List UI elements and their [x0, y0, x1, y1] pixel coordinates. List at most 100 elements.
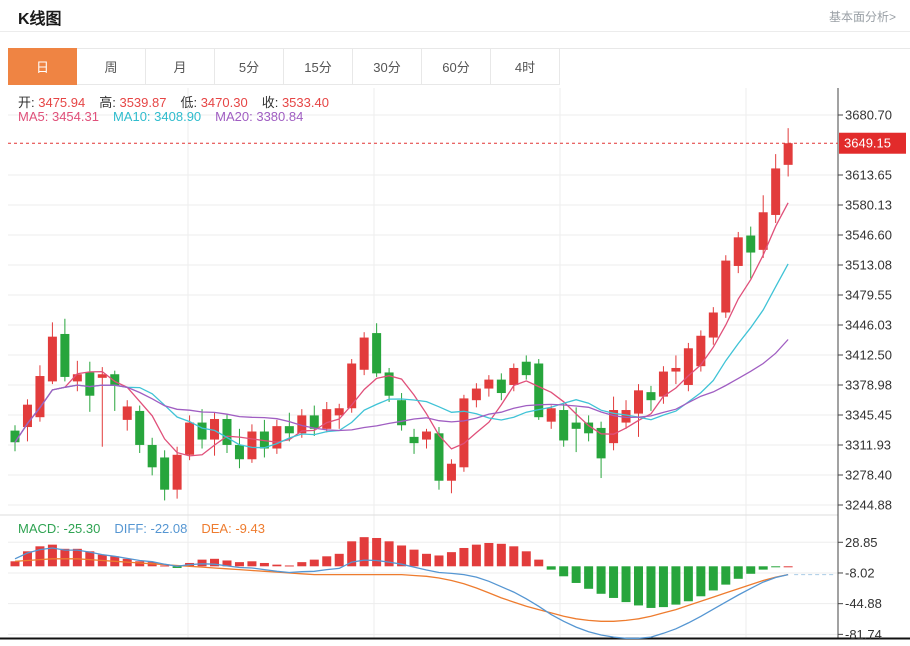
macd-bar [521, 551, 531, 567]
macd-bar [210, 558, 220, 567]
candle-body [85, 372, 95, 396]
macd-bar [708, 566, 718, 591]
candle-body [546, 408, 556, 422]
tab-period-5[interactable]: 30分 [353, 48, 422, 85]
macd-bar [35, 546, 45, 567]
info-pair: 低: 3470.30 [180, 95, 248, 110]
candle-body [47, 336, 57, 382]
y-axis-label: 3311.93 [845, 437, 891, 452]
candle-body [247, 431, 257, 460]
macd-bar [47, 544, 57, 567]
candle-body [309, 415, 319, 429]
macd-bar [222, 560, 232, 567]
candle-body [97, 374, 107, 378]
macd-bar [634, 566, 643, 606]
info-pair: MACD: -25.30 [18, 521, 101, 536]
macd-bar [409, 549, 419, 567]
macd-axis-label: -44.88 [845, 596, 882, 611]
fundamental-analysis-link[interactable]: 基本面分析> [828, 10, 896, 24]
tab-period-3[interactable]: 5分 [215, 48, 284, 85]
chart-area: 3680.70 3613.65 3580.13 3546.60 3513.08 3479.… [0, 88, 910, 646]
macd-bar [322, 556, 332, 567]
candle-body [708, 312, 718, 338]
macd-bar [696, 566, 706, 597]
macd-bar [160, 565, 170, 567]
candle-body [571, 422, 581, 429]
kline-chart[interactable]: 3680.70 3613.65 3580.13 3546.60 3513.08 3479.… [0, 88, 910, 646]
ohlc-info: 开: 3475.94 高: 3539.87 低: 3470.30 收: 3533.40 [18, 92, 343, 111]
period-tabbar: 日周月 5分 15分 30分 60分 4时 [0, 48, 910, 86]
macd-bar [10, 561, 20, 567]
macd-bar [284, 565, 294, 567]
candle-body [409, 436, 419, 444]
info-pair: MA20: 3380.84 [215, 109, 304, 124]
ma10-line [14, 263, 789, 449]
macd-bar [621, 566, 631, 603]
macd-bar [247, 561, 257, 567]
candle-body [783, 143, 793, 165]
macd-bar [509, 546, 519, 567]
candle-body [185, 422, 195, 455]
tab-period-4[interactable]: 15分 [284, 48, 353, 85]
y-axis-label: 3513.08 [845, 257, 892, 272]
candle-body [758, 212, 768, 250]
tabbar-filler [560, 48, 910, 86]
macd-bar [534, 559, 544, 567]
macd-bar [683, 566, 693, 602]
tab-period-7[interactable]: 4时 [491, 48, 560, 85]
candle-body [621, 410, 631, 423]
y-axis-label: 3680.70 [845, 108, 892, 123]
candle-body [584, 422, 594, 434]
info-pair: DEA: -9.43 [201, 521, 265, 536]
tab-period-6[interactable]: 60分 [422, 48, 491, 85]
macd-axis-label: -81.74 [845, 627, 882, 642]
macd-bar [259, 562, 269, 567]
macd-bar [85, 551, 95, 567]
y-axis-label: 3613.65 [845, 168, 892, 183]
candle-body [509, 367, 519, 385]
candle-body [609, 410, 619, 444]
candle-body [110, 374, 120, 386]
candle-body [222, 418, 232, 445]
dea-line [14, 558, 789, 622]
macd-bar [584, 566, 594, 589]
candle-body [771, 168, 781, 215]
macd-bar [234, 562, 244, 567]
info-pair: 收: 3533.40 [261, 95, 329, 110]
macd-axis-label: -8.02 [845, 565, 875, 580]
y-axis-label: 3345.45 [845, 408, 892, 423]
macd-bar [372, 537, 382, 567]
macd-bar [397, 545, 407, 567]
macd-info: MACD: -25.30 DIFF: -22.08 DEA: -9.43 [18, 521, 279, 536]
candle-body [10, 430, 20, 443]
macd-bar [422, 553, 432, 567]
macd-bar [733, 566, 743, 579]
macd-axis-label: 28.85 [845, 535, 878, 550]
ma20-line [14, 339, 789, 443]
candle-body [534, 363, 544, 418]
tab-period-2[interactable]: 月 [146, 48, 215, 85]
macd-bar [771, 566, 781, 568]
candle-body [596, 427, 606, 459]
candle-body [60, 333, 70, 377]
candle-body [272, 426, 282, 449]
y-axis-label: 3446.03 [845, 317, 892, 332]
macd-bar [22, 551, 32, 567]
macd-bar [658, 566, 668, 608]
candle-body [347, 363, 357, 409]
candle-body [297, 415, 307, 434]
candle-body [422, 431, 432, 440]
diff-line [14, 547, 789, 639]
info-pair: DIFF: -22.08 [114, 521, 188, 536]
macd-bar [471, 544, 481, 567]
tab-period-0[interactable]: 日 [8, 48, 77, 85]
current-price-tag [839, 132, 906, 154]
candle-body [160, 457, 170, 490]
page-title: K线图 [18, 10, 62, 28]
y-axis-label: 3378.98 [845, 377, 892, 392]
y-axis-label: 3546.60 [845, 228, 892, 243]
candle-body [721, 260, 731, 313]
candle-body [658, 371, 668, 397]
tab-period-1[interactable]: 周 [77, 48, 146, 85]
candle-body [434, 433, 444, 481]
